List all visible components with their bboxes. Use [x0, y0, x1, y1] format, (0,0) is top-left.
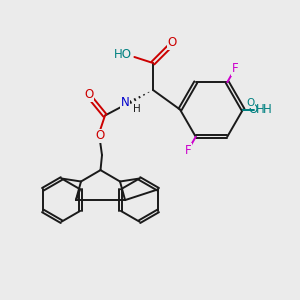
Text: N: N	[121, 95, 130, 109]
Text: F: F	[184, 144, 191, 157]
Text: O: O	[248, 103, 257, 116]
Text: HO: HO	[114, 48, 132, 61]
Text: O: O	[85, 88, 94, 101]
Text: H: H	[256, 103, 264, 116]
Text: O: O	[167, 36, 176, 50]
Text: O: O	[247, 98, 255, 108]
Text: H: H	[133, 103, 141, 114]
Text: H: H	[262, 103, 271, 116]
Text: O: O	[96, 129, 105, 142]
Text: F: F	[232, 62, 238, 75]
